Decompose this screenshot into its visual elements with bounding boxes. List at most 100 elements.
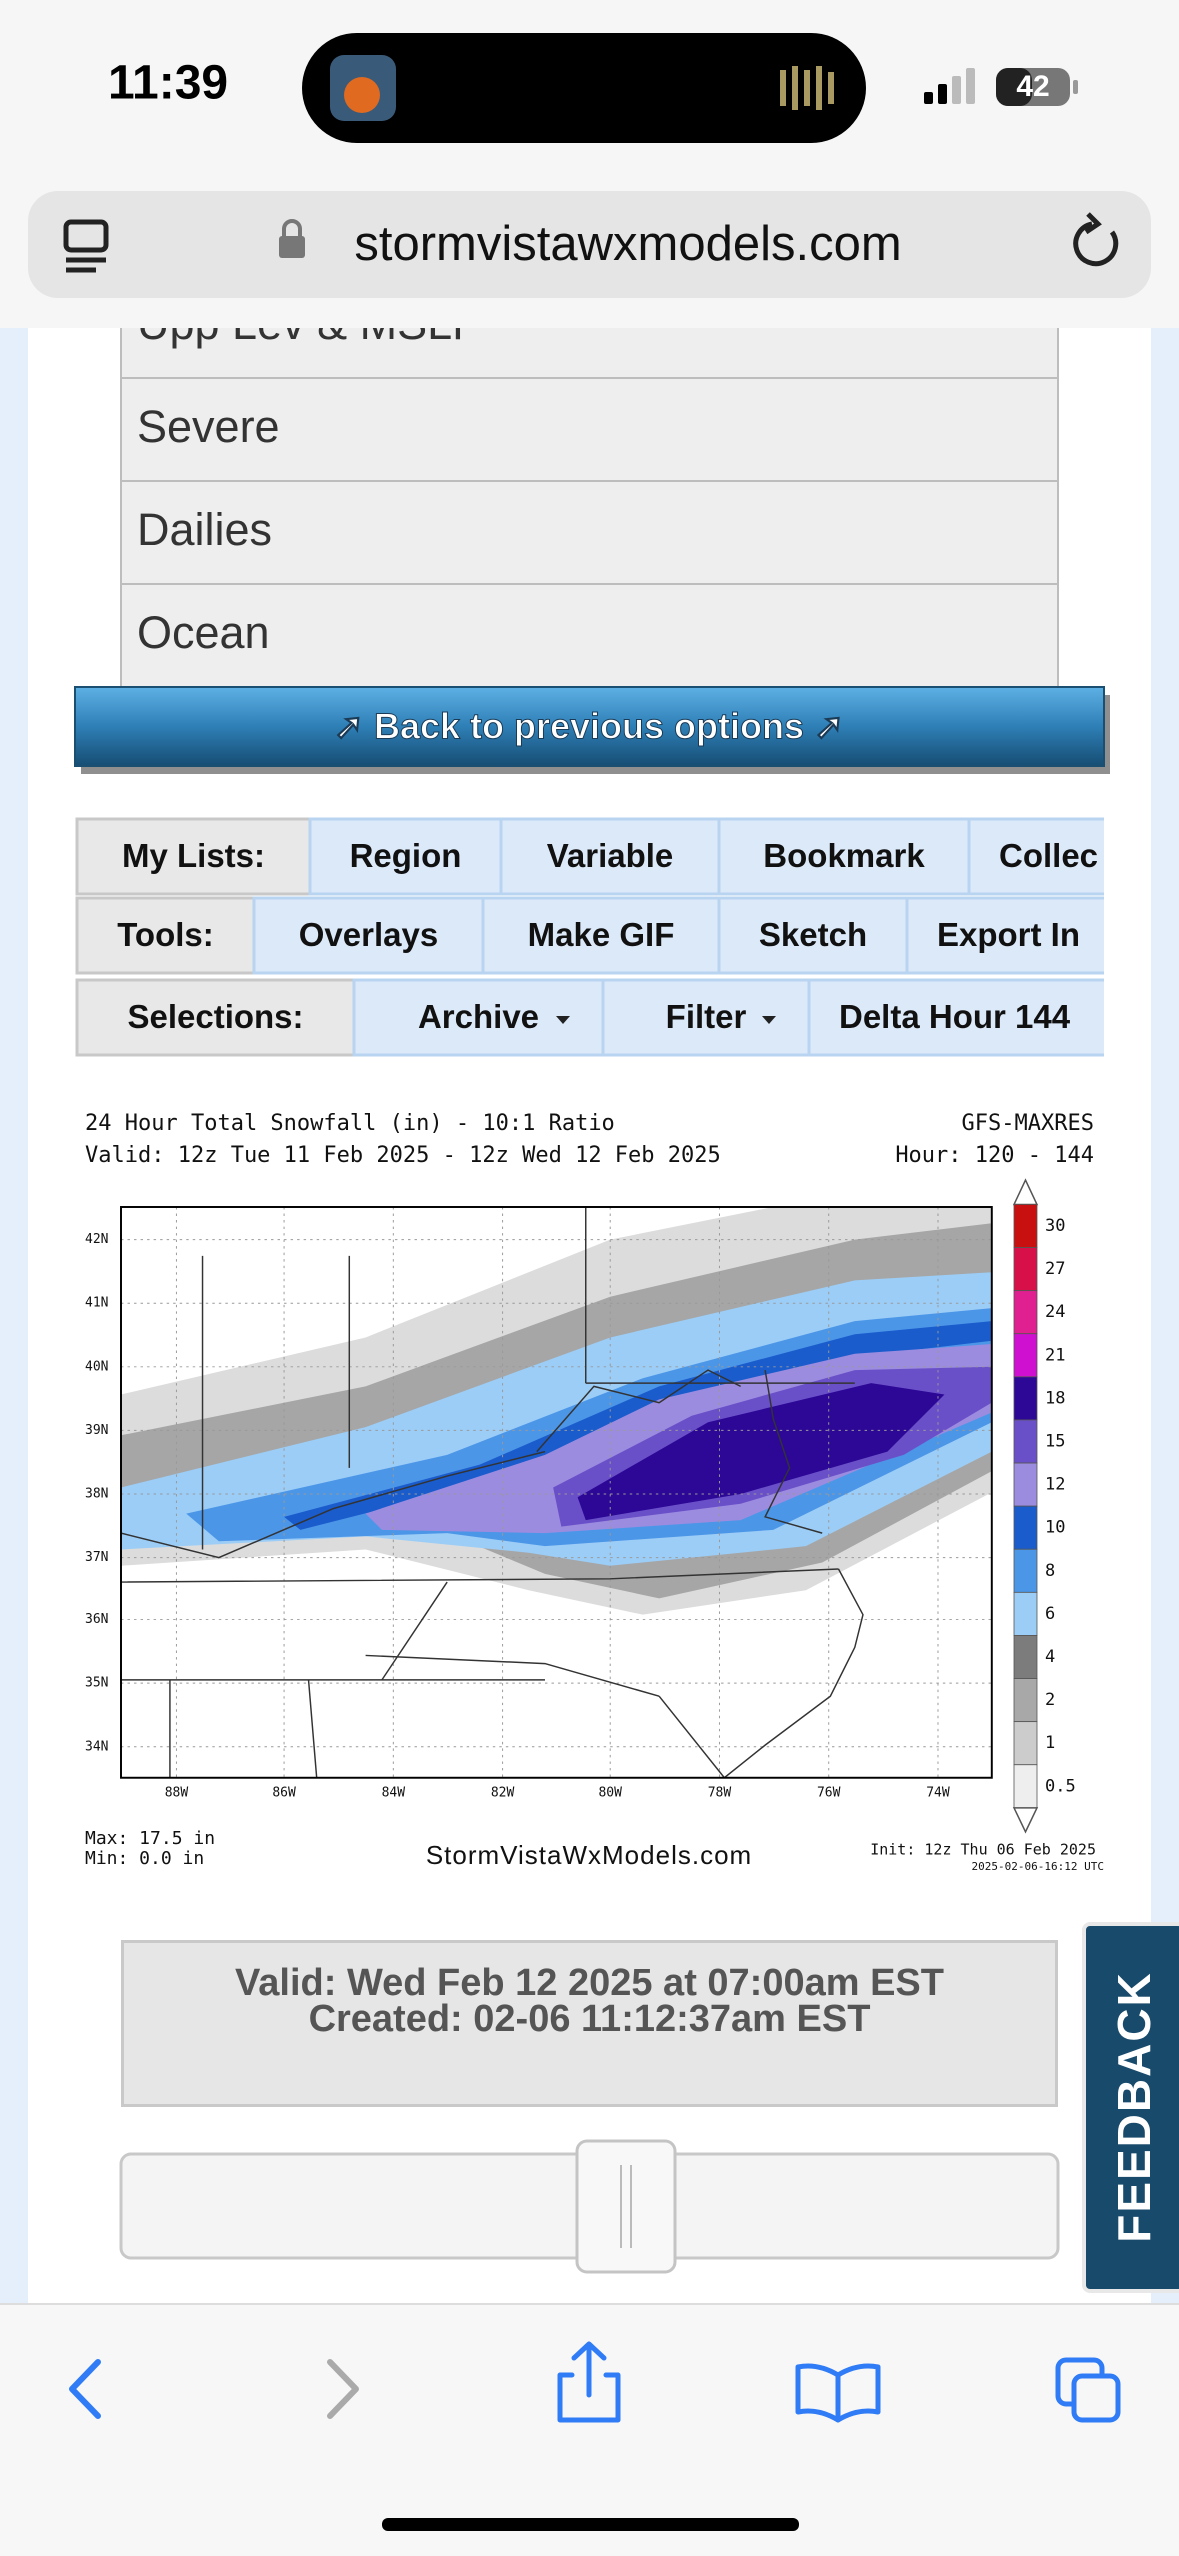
audio-bars — [780, 66, 834, 110]
legend-swatch — [1013, 1333, 1038, 1378]
tab-label[interactable]: Variable — [547, 837, 674, 874]
legend-label: 27 — [1045, 1259, 1065, 1279]
legend-swatch — [1013, 1591, 1038, 1636]
legend-label: 15 — [1045, 1432, 1065, 1452]
legend-bottom-arrow — [1012, 1807, 1039, 1834]
dynamic-island — [302, 33, 866, 143]
map-valid: Valid: 12z Tue 11 Feb 2025 - 12z Wed 12 … — [85, 1143, 721, 1168]
legend-label: 24 — [1045, 1302, 1065, 1322]
feedback-tab[interactable] — [1082, 1922, 1179, 2293]
dropdown-carets — [556, 1016, 776, 1024]
lat-label: 35N — [85, 1676, 108, 1691]
lat-label: 40N — [85, 1359, 108, 1374]
tab-label-cell — [75, 896, 256, 975]
state-border — [764, 1369, 823, 1534]
forward-icon[interactable] — [327, 2359, 359, 2419]
legend-swatch — [1013, 1462, 1038, 1507]
lon-label: 80W — [598, 1786, 622, 1801]
map-title: 24 Hour Total Snowfall (in) - 10:1 Ratio — [85, 1111, 615, 1136]
menu-item-label[interactable]: Upp Lev & MSLP — [137, 298, 482, 349]
tab-label[interactable]: Overlays — [299, 916, 438, 953]
tab-label[interactable]: Region — [350, 837, 462, 874]
map-image: 24 Hour Total Snowfall (in) - 10:1 Ratio… — [85, 1111, 1104, 1873]
legend-label: 12 — [1045, 1475, 1065, 1495]
legend-swatch — [1013, 1247, 1038, 1292]
legend-swatch — [1013, 1376, 1038, 1421]
state-border — [723, 1568, 864, 1778]
menu-item-label[interactable]: Ocean — [137, 607, 270, 658]
tab-label[interactable]: Filter — [666, 998, 747, 1035]
battery-tip — [1073, 80, 1078, 94]
reload-icon[interactable] — [1073, 221, 1119, 267]
tab[interactable] — [807, 978, 1179, 1057]
battery-level — [996, 68, 1032, 106]
tab-rows: My Lists: Region Variable Bookmark Collec Too… — [75, 817, 1179, 1057]
state-border — [307, 1679, 318, 1778]
map-max: Max: 17.5 in — [85, 1828, 215, 1849]
legend-label: 1 — [1045, 1733, 1055, 1753]
share-icon[interactable] — [557, 2341, 621, 2423]
back-icon[interactable] — [69, 2359, 101, 2419]
tab-row-label: Selections: — [127, 998, 303, 1035]
url-bar[interactable] — [28, 191, 1151, 298]
map-timestamp: 2025-02-06-16:12 UTC — [972, 1860, 1104, 1873]
reload-arrow — [1084, 212, 1102, 235]
url[interactable]: stormvistawxmodels.com — [354, 217, 901, 271]
map-min: Min: 0.0 in — [85, 1848, 204, 1869]
feedback-label[interactable]: FEEDBACK — [1108, 1971, 1160, 2243]
map-model: GFS-MAXRES — [962, 1111, 1094, 1136]
menu-item[interactable] — [120, 583, 1059, 688]
tab-label[interactable]: Collec — [999, 837, 1098, 874]
tab-label[interactable]: Make GIF — [528, 916, 675, 953]
tab-row-label: Tools: — [117, 916, 214, 953]
back-button-label[interactable]: ➚ Back to previous options ➚ — [333, 705, 844, 747]
menu-item-label[interactable]: Severe — [137, 401, 280, 452]
tabs-icon[interactable] — [1055, 2357, 1121, 2423]
state-border — [365, 1654, 660, 1697]
slider-thumb[interactable] — [575, 2139, 677, 2274]
legend-label: 10 — [1045, 1518, 1065, 1538]
legend-swatch — [1013, 1678, 1038, 1723]
tab-label[interactable]: Sketch — [759, 916, 867, 953]
menu-item[interactable] — [120, 480, 1059, 585]
snow-band — [577, 1383, 945, 1521]
created-text: Created: 02-06 11:12:37am EST — [308, 1998, 871, 2040]
lat-label: 38N — [85, 1487, 108, 1502]
tab-row-label: My Lists: — [122, 837, 265, 874]
legend-label: 8 — [1045, 1561, 1055, 1581]
back-button[interactable] — [74, 686, 1105, 767]
map-site: StormVistaWxModels.com — [426, 1840, 752, 1870]
bookmarks-icon[interactable] — [795, 2363, 881, 2423]
tab[interactable] — [967, 817, 1179, 896]
snow-band — [284, 1321, 992, 1530]
valid-text: Valid: Wed Feb 12 2025 at 07:00am EST — [235, 1962, 944, 2004]
state-border — [121, 1450, 546, 1559]
tab-label[interactable]: Export In — [937, 916, 1080, 953]
tab[interactable] — [308, 817, 503, 896]
tab-label[interactable]: Archive — [418, 998, 539, 1035]
legend-label: 30 — [1045, 1216, 1065, 1236]
time: 11:39 — [108, 57, 228, 110]
legend-swatch — [1013, 1290, 1038, 1335]
menu-item[interactable] — [120, 377, 1059, 482]
menu-item-label[interactable]: Dailies — [137, 504, 272, 555]
tab-label[interactable]: Delta Hour 144 — [839, 998, 1071, 1035]
lat-label: 34N — [85, 1739, 108, 1754]
tab[interactable] — [905, 896, 1179, 975]
map-hour: Hour: 120 - 144 — [895, 1143, 1094, 1168]
battery-percent: 42 — [1016, 70, 1049, 103]
legend-label: 2 — [1045, 1690, 1055, 1710]
tab[interactable] — [252, 896, 485, 975]
lon-label: 76W — [817, 1786, 841, 1801]
legend-swatch — [1013, 1548, 1038, 1593]
tab[interactable] — [499, 817, 721, 896]
lock-icon — [279, 219, 305, 258]
menu-item[interactable] — [120, 275, 1059, 379]
tab-label-cell — [75, 978, 356, 1057]
state-border — [121, 1568, 839, 1583]
reader-icon[interactable] — [63, 219, 109, 273]
lon-label: 74W — [926, 1786, 950, 1801]
tab-label[interactable]: Bookmark — [763, 837, 925, 874]
